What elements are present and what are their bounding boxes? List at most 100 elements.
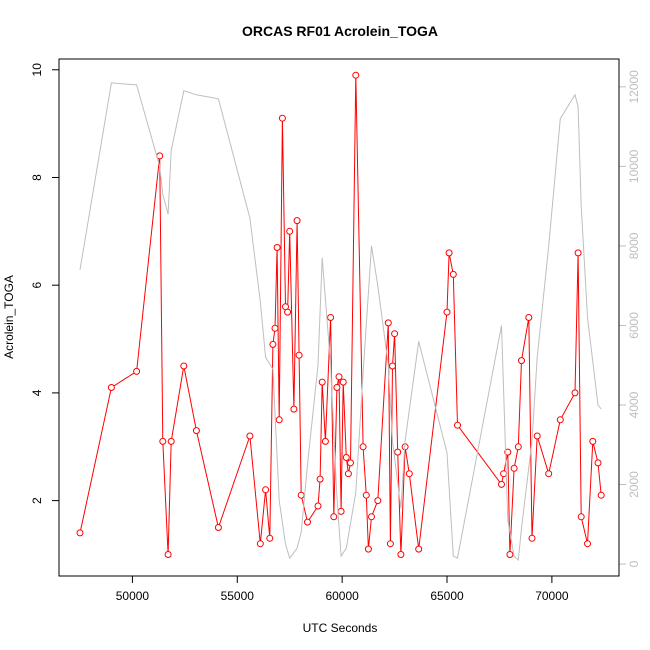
acrolein-point <box>269 340 277 348</box>
acrolein-point <box>159 437 167 445</box>
acrolein-point <box>286 227 294 235</box>
acrolein-point <box>266 534 274 542</box>
acrolein-point <box>445 249 453 257</box>
acrolein-point <box>510 464 518 472</box>
acrolein-point <box>443 308 451 316</box>
acrolein-point <box>321 437 329 445</box>
y2-tick-label: 12000 <box>627 70 641 104</box>
y-tick-label: 10 <box>30 63 44 77</box>
acrolein-point <box>133 367 141 375</box>
y-tick-label: 4 <box>30 389 44 396</box>
acrolein-point <box>271 324 279 332</box>
acrolein-point <box>278 114 286 122</box>
y2-tick-label: 0 <box>627 560 641 567</box>
y2-tick-label: 2000 <box>627 471 641 498</box>
acrolein-point <box>394 448 402 456</box>
acrolein-point <box>297 491 305 499</box>
acrolein-point <box>337 507 345 515</box>
plot-frame <box>58 58 620 577</box>
acrolein-point <box>386 540 394 548</box>
y-tick-label: 8 <box>30 174 44 181</box>
acrolein-point <box>330 513 338 521</box>
x-tick-label: 60000 <box>325 589 359 603</box>
y2-tick-label: 4000 <box>627 391 641 418</box>
acrolein-point <box>304 518 311 526</box>
acrolein-point <box>339 378 347 386</box>
acrolein-point <box>374 497 382 505</box>
acrolein-point <box>525 314 533 321</box>
acrolein-point <box>273 244 281 251</box>
acrolein-point <box>533 432 541 440</box>
acrolein-point <box>318 378 326 386</box>
acrolein-point <box>107 384 115 391</box>
chart-title: ORCAS RF01 Acrolein_TOGA <box>242 23 438 39</box>
acrolein-point <box>359 443 367 451</box>
acrolein-point <box>368 513 375 521</box>
acrolein-point <box>262 486 270 494</box>
acrolein-point <box>295 351 303 359</box>
acrolein-point <box>405 470 413 478</box>
acrolein-point <box>504 448 512 456</box>
acrolein-point <box>528 534 536 542</box>
acrolein-point <box>316 475 324 483</box>
acrolein-point <box>506 551 514 558</box>
acrolein-point <box>192 427 200 435</box>
acrolein-point <box>314 502 322 510</box>
x-tick-label: 70000 <box>535 589 569 603</box>
acrolein-point <box>347 459 354 467</box>
x-tick-label: 55000 <box>221 589 255 603</box>
acrolein-point <box>391 330 399 338</box>
acrolein-point <box>180 362 188 370</box>
acrolein-point <box>518 357 525 365</box>
acrolein-point <box>449 270 457 278</box>
y2-tick-label: 8000 <box>627 232 641 259</box>
acrolein-point <box>415 545 423 553</box>
x-axis: 50000 55000 60000 65000 70000 <box>116 576 569 603</box>
acrolein-point <box>364 545 372 553</box>
acrolein-point <box>214 524 222 531</box>
acrolein-point <box>584 540 591 548</box>
x-tick-label: 50000 <box>116 589 150 603</box>
acrolein-point <box>384 319 392 327</box>
acrolein-point <box>389 362 396 370</box>
acrolein-line <box>79 75 602 555</box>
y2-tick-label: 10000 <box>627 149 641 183</box>
acrolein-point <box>556 416 564 424</box>
acrolein-point <box>577 513 585 521</box>
acrolein-point <box>352 71 360 79</box>
acrolein-point <box>342 454 350 461</box>
acrolein-point <box>327 314 335 321</box>
plot-area <box>76 71 605 562</box>
acrolein-point <box>594 459 602 467</box>
acrolein-point <box>293 217 301 225</box>
acrolein-point <box>256 540 264 548</box>
acrolein-point <box>545 470 553 478</box>
y-axis-label: Acrolein_TOGA <box>2 275 16 359</box>
acrolein-point <box>597 491 605 499</box>
acrolein-point <box>333 384 341 391</box>
acrolein-point <box>362 491 370 499</box>
y-axis: 2 4 6 8 10 <box>30 63 59 504</box>
acrolein-point <box>335 373 343 381</box>
x-tick-label: 65000 <box>430 589 464 603</box>
acrolein-point <box>167 437 175 445</box>
acrolein-point <box>397 551 405 558</box>
acrolein-point <box>571 389 579 397</box>
acrolein-point <box>344 470 352 478</box>
acrolein-point <box>275 416 283 424</box>
acrolein-point <box>290 405 298 413</box>
acrolein-point <box>574 249 582 257</box>
acrolein-point <box>454 421 461 429</box>
acrolein-point <box>589 437 597 445</box>
altitude-line <box>79 82 602 562</box>
y2-tick-label: 6000 <box>627 312 641 339</box>
acrolein-point <box>498 480 505 488</box>
acrolein-point <box>514 443 522 451</box>
acrolein-point <box>246 432 254 440</box>
y-tick-label: 2 <box>30 497 44 504</box>
acrolein-point <box>284 308 292 316</box>
acrolein-point <box>76 529 84 537</box>
acrolein-point <box>500 470 508 478</box>
x-axis-label: UTC Seconds <box>303 621 378 635</box>
